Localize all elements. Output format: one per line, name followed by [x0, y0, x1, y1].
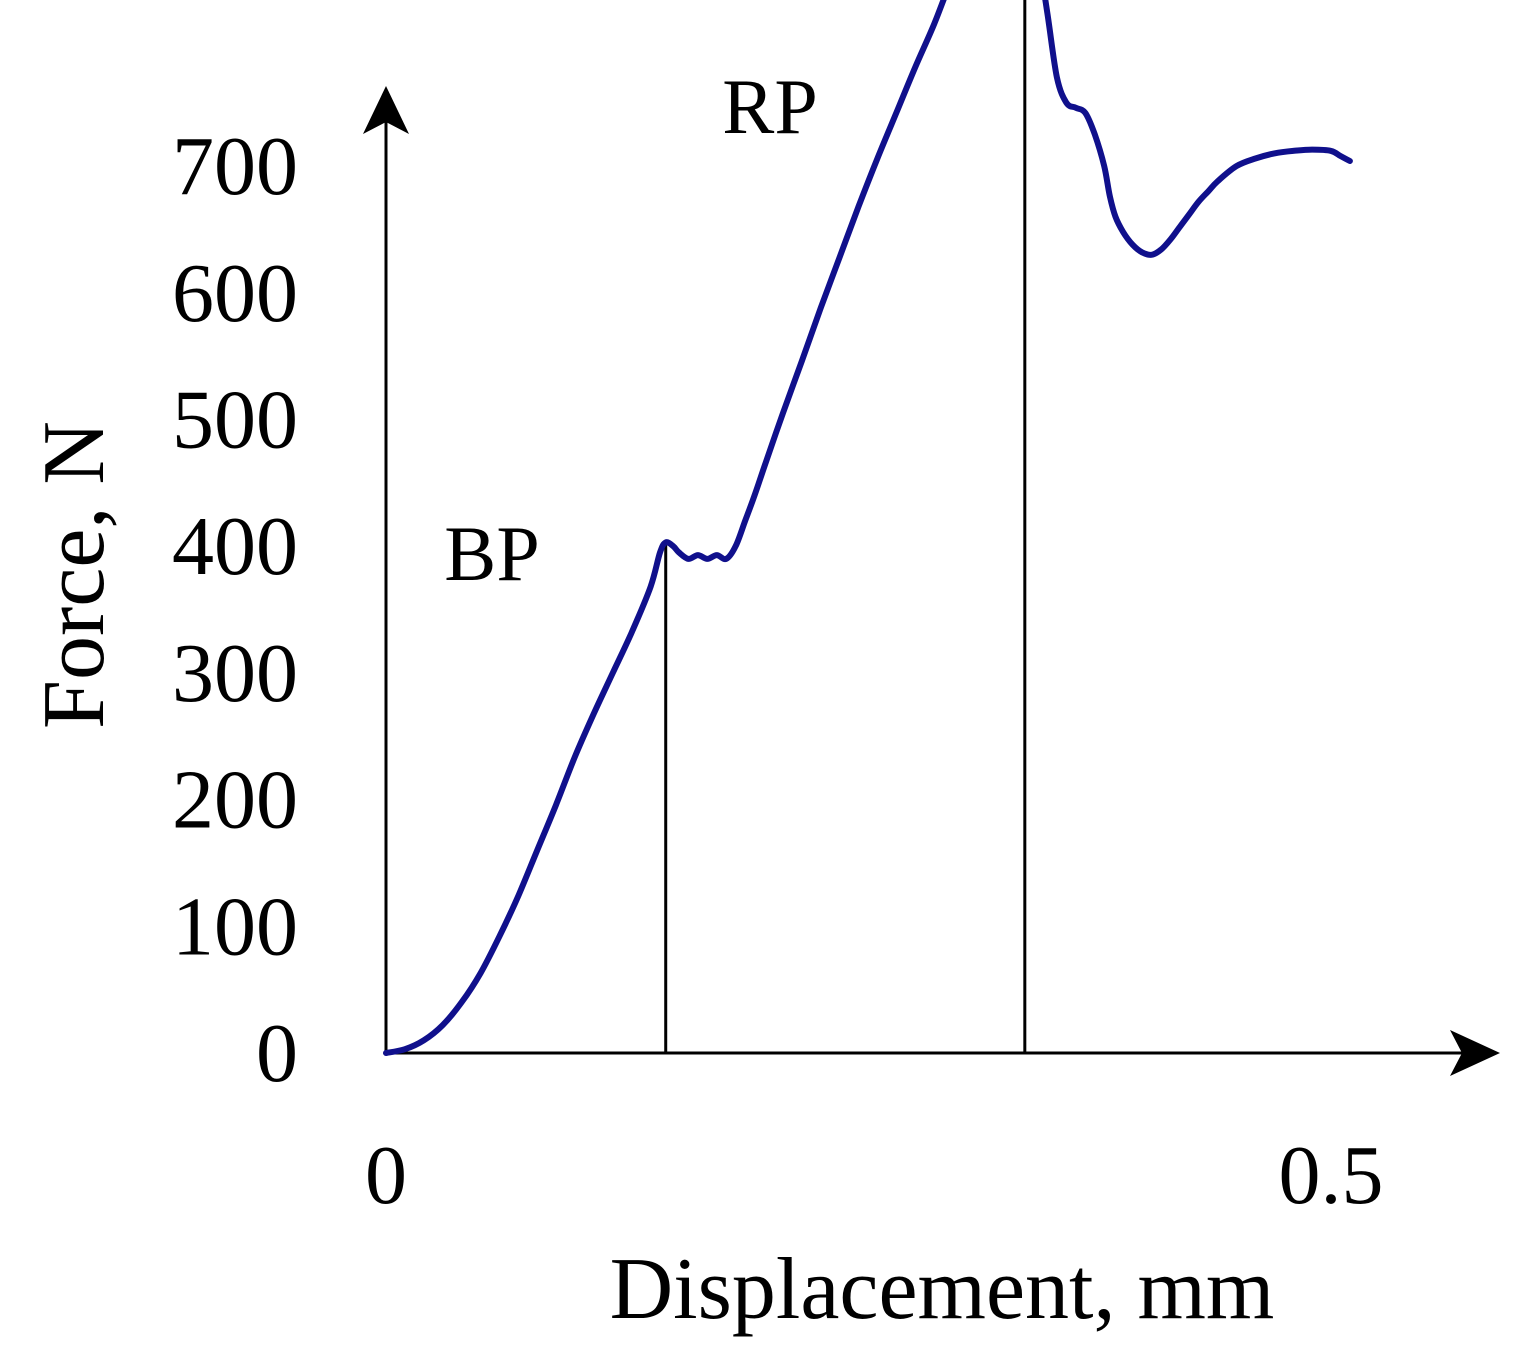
y-axis-title: Force, N: [26, 421, 123, 729]
tick-labels: 0 100 200 300 400 500 600 700 0 0.5: [172, 120, 1384, 1222]
y-tick-label: 0: [256, 1007, 298, 1100]
axes: [363, 86, 1500, 1076]
y-tick-label: 700: [172, 120, 298, 213]
annotation-bp: BP: [444, 510, 539, 597]
y-tick-label: 500: [172, 374, 298, 467]
x-tick-label: 0: [365, 1129, 407, 1222]
reference-lines: [664, 0, 1027, 1053]
series-layer: [383, 0, 1353, 1056]
series-line-force: [383, 0, 1353, 1056]
y-tick-label: 100: [172, 880, 298, 973]
y-tick-label: 200: [172, 754, 298, 847]
y-tick-label: 400: [172, 500, 298, 593]
y-tick-label: 600: [172, 247, 298, 340]
annotation-rp: RP: [722, 63, 817, 150]
x-axis-title: Displacement, mm: [610, 1241, 1275, 1338]
y-tick-label: 300: [172, 627, 298, 720]
x-axis-arrowhead: [1450, 1030, 1500, 1076]
y-axis-arrowhead: [363, 86, 409, 134]
x-tick-label: 0.5: [1279, 1129, 1384, 1222]
